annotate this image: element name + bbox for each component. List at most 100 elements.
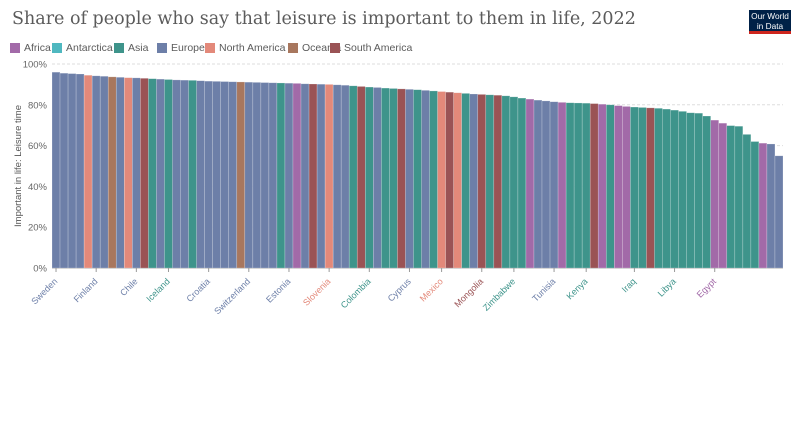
bar[interactable] xyxy=(332,84,342,269)
bar[interactable] xyxy=(316,83,326,269)
bar[interactable] xyxy=(461,93,471,269)
legend-swatch xyxy=(114,43,124,53)
bar[interactable] xyxy=(469,93,479,269)
bar[interactable] xyxy=(557,102,567,269)
bar[interactable] xyxy=(196,80,205,269)
bar[interactable] xyxy=(710,119,720,269)
y-tick-label: 100% xyxy=(23,60,48,71)
bar[interactable] xyxy=(437,91,446,269)
x-tick-label: Slovenia xyxy=(301,276,332,307)
bar[interactable] xyxy=(445,91,454,269)
bar[interactable] xyxy=(597,103,607,269)
bar[interactable] xyxy=(164,79,173,269)
bar[interactable] xyxy=(340,84,350,269)
bar[interactable] xyxy=(252,82,262,269)
bar[interactable] xyxy=(284,82,294,269)
bar[interactable] xyxy=(124,77,133,269)
bar[interactable] xyxy=(268,82,278,269)
bar[interactable] xyxy=(397,88,406,269)
bar[interactable] xyxy=(172,79,181,269)
bar[interactable] xyxy=(646,107,655,269)
bar[interactable] xyxy=(549,101,559,269)
bar[interactable] xyxy=(405,89,414,269)
bar[interactable] xyxy=(212,81,221,269)
bar[interactable] xyxy=(702,115,711,269)
bar[interactable] xyxy=(75,73,85,269)
bar[interactable] xyxy=(244,81,254,269)
x-tick-label: Iraq xyxy=(620,276,638,294)
bar[interactable] xyxy=(605,104,615,269)
bar[interactable] xyxy=(228,81,238,269)
bar[interactable] xyxy=(509,96,519,269)
bar[interactable] xyxy=(348,85,358,269)
bar[interactable] xyxy=(589,103,599,269)
bar[interactable] xyxy=(541,100,551,269)
bar[interactable] xyxy=(260,82,270,269)
bar[interactable] xyxy=(517,97,527,269)
bar[interactable] xyxy=(140,77,149,269)
bar[interactable] xyxy=(670,109,679,269)
bar[interactable] xyxy=(734,125,744,269)
bar[interactable] xyxy=(638,107,647,269)
bar[interactable] xyxy=(622,106,631,269)
bar[interactable] xyxy=(364,86,374,269)
bar[interactable] xyxy=(662,108,671,269)
bar[interactable] xyxy=(204,80,213,269)
bar[interactable] xyxy=(67,73,77,269)
bar[interactable] xyxy=(421,90,430,269)
bar[interactable] xyxy=(573,102,583,269)
bar[interactable] xyxy=(300,83,310,269)
bar[interactable] xyxy=(742,134,752,269)
bar[interactable] xyxy=(429,90,438,269)
bar[interactable] xyxy=(766,143,776,269)
bar[interactable] xyxy=(774,155,784,269)
bar[interactable] xyxy=(750,141,760,269)
bar[interactable] xyxy=(373,87,382,269)
bar[interactable] xyxy=(581,102,591,269)
bar[interactable] xyxy=(694,112,703,269)
bar[interactable] xyxy=(276,82,286,269)
owid-logo[interactable]: Our World in Data xyxy=(749,10,791,34)
bar[interactable] xyxy=(758,142,768,269)
bar[interactable] xyxy=(630,106,639,269)
bar[interactable] xyxy=(180,79,189,269)
bar[interactable] xyxy=(324,84,334,269)
bar[interactable] xyxy=(156,78,165,269)
bar[interactable] xyxy=(614,105,623,269)
bar[interactable] xyxy=(453,92,462,269)
legend-swatch xyxy=(10,43,20,53)
bar[interactable] xyxy=(493,94,503,269)
bar[interactable] xyxy=(477,94,487,269)
bar[interactable] xyxy=(389,88,398,269)
bar[interactable] xyxy=(107,76,117,269)
bar[interactable] xyxy=(115,76,125,269)
bar[interactable] xyxy=(99,75,109,269)
bar[interactable] xyxy=(726,125,736,269)
bar[interactable] xyxy=(51,71,61,269)
bar[interactable] xyxy=(91,75,101,269)
bar[interactable] xyxy=(533,99,543,269)
bar[interactable] xyxy=(132,77,141,269)
bar[interactable] xyxy=(525,98,535,269)
bar[interactable] xyxy=(718,122,728,269)
bar[interactable] xyxy=(565,102,575,269)
bar[interactable] xyxy=(413,89,422,269)
bar[interactable] xyxy=(236,81,246,269)
x-tick-label: Libya xyxy=(656,276,678,298)
bar[interactable] xyxy=(220,81,230,269)
bar[interactable] xyxy=(678,111,687,269)
bar[interactable] xyxy=(501,95,511,269)
bar[interactable] xyxy=(83,74,93,269)
bar[interactable] xyxy=(686,112,695,269)
bar[interactable] xyxy=(292,83,302,269)
bar[interactable] xyxy=(59,72,69,269)
bar[interactable] xyxy=(654,107,663,269)
bar[interactable] xyxy=(356,86,366,269)
bar[interactable] xyxy=(308,83,318,269)
bar[interactable] xyxy=(188,80,197,269)
bar[interactable] xyxy=(148,78,157,269)
y-tick-label: 0% xyxy=(33,264,47,275)
bar[interactable] xyxy=(381,87,390,269)
bar[interactable] xyxy=(485,94,495,269)
